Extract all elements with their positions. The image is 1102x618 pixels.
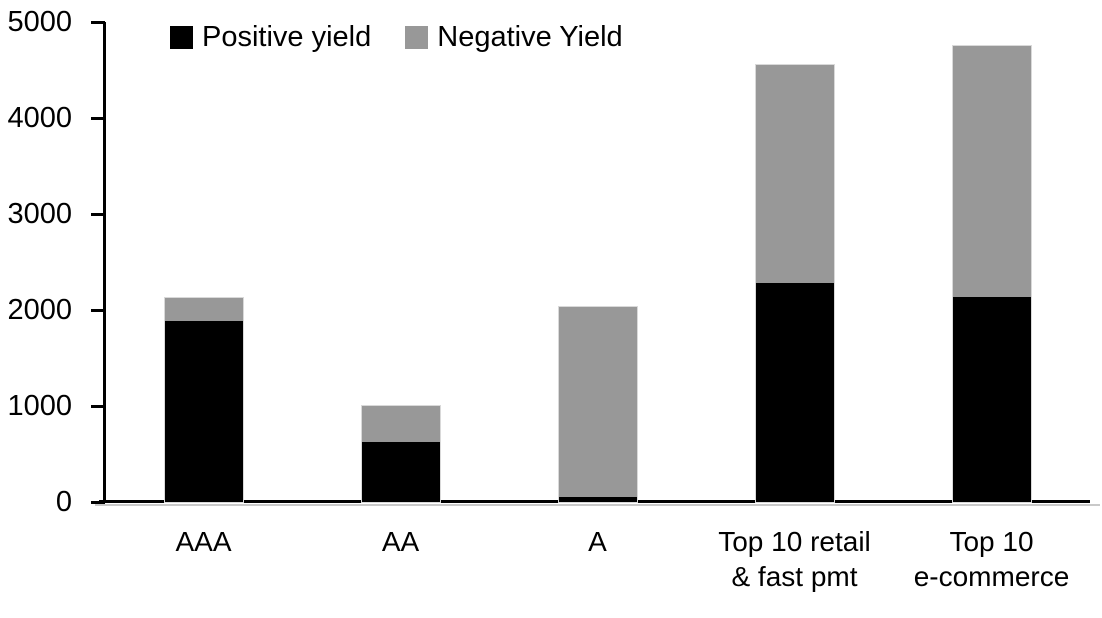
- bar-segment-positive-yield: [755, 283, 834, 502]
- category-label: AAA: [175, 526, 232, 557]
- bar-a: [557, 306, 638, 503]
- bar-aa: [360, 405, 441, 503]
- bar-segment-negative-yield: [558, 307, 637, 498]
- legend-swatch-icon: [405, 25, 429, 49]
- y-axis-tick-label: 3000: [7, 198, 72, 230]
- y-axis-tick: [91, 212, 105, 216]
- bar-segment-positive-yield: [558, 497, 637, 502]
- y-axis-tick: [91, 20, 105, 24]
- legend-label: Negative Yield: [437, 21, 623, 53]
- bar-top-10-retail: [754, 64, 835, 503]
- y-axis-tick-label: 0: [55, 486, 72, 518]
- legend-label: Positive yield: [202, 21, 372, 53]
- bar-segment-negative-yield: [361, 406, 440, 443]
- category-label: A: [588, 526, 607, 557]
- bar-segment-negative-yield: [755, 65, 834, 284]
- y-axis-line: [103, 22, 106, 503]
- y-axis-tick: [91, 404, 105, 408]
- y-axis-tick: [91, 308, 105, 312]
- legend-swatch-icon: [170, 25, 193, 49]
- y-axis-tick: [91, 500, 105, 504]
- bar-segment-positive-yield: [164, 320, 243, 502]
- bar-segment-positive-yield: [952, 296, 1031, 502]
- y-axis-tick-label: 5000: [7, 6, 72, 38]
- legend: Positive yield Negative Yield: [170, 22, 657, 52]
- bar-aaa: [163, 297, 244, 503]
- legend-item-positive-yield: Positive yield: [170, 22, 371, 52]
- y-axis-tick-label: 1000: [7, 390, 72, 422]
- category-label: AA: [381, 526, 420, 557]
- y-axis-tick-label: 4000: [7, 102, 72, 134]
- y-axis-tick-label: 2000: [7, 294, 72, 326]
- category-label: Top 10 e-commerce: [913, 526, 1070, 592]
- bar-segment-positive-yield: [361, 442, 440, 502]
- x-axis-shadow-line: [95, 504, 1100, 506]
- y-axis-tick: [91, 116, 105, 120]
- legend-item-negative-yield: Negative Yield: [405, 21, 623, 53]
- bar-segment-negative-yield: [164, 298, 243, 321]
- category-label: Top 10 retail & fast pmt: [718, 526, 871, 592]
- bar-top-10: [951, 45, 1032, 503]
- bar-segment-negative-yield: [952, 46, 1031, 297]
